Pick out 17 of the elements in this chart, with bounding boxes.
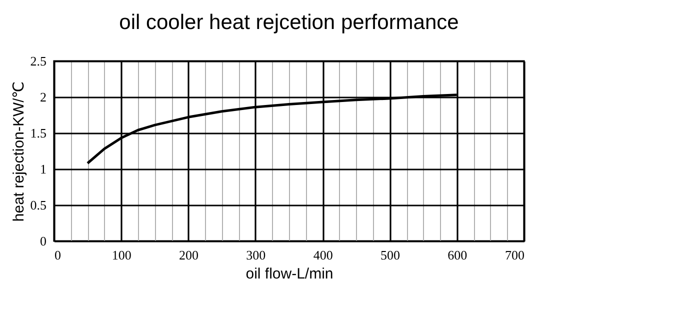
x-axis-title: oil flow-L/min [246,266,334,282]
x-tick-label: 500 [380,248,400,262]
y-tick-label: 0.5 [30,198,46,212]
y-tick-label: 2.5 [30,54,46,68]
x-tick-label: 100 [112,248,132,262]
x-tick-label: 200 [179,248,199,262]
y-tick-label: 0 [40,234,46,248]
y-tick-label: 1.5 [30,126,46,140]
chart-title: oil cooler heat rejcetion performance [119,11,459,34]
y-tick-label: 2 [40,90,46,104]
x-tick-label: 300 [246,248,266,262]
y-axis-title: heat rejection-KW/℃ [10,81,28,222]
x-tick-label: 0 [54,248,61,262]
y-tick-label: 1 [40,162,46,176]
x-tick-label: 600 [448,248,468,262]
x-tick-label: 400 [313,248,333,262]
x-tick-label: 700 [505,248,524,262]
